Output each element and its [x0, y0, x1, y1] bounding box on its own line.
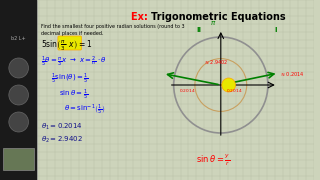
Text: $0.2014$: $0.2014$ [226, 87, 243, 94]
Text: $\sin\theta = \frac{y}{r}$: $\sin\theta = \frac{y}{r}$ [196, 152, 231, 168]
Text: $\theta_1 = 0.2014$: $\theta_1 = 0.2014$ [41, 122, 83, 132]
Text: Find the smallest four positive radian solutions (round to 3: Find the smallest four positive radian s… [41, 24, 185, 29]
Circle shape [9, 112, 28, 132]
FancyBboxPatch shape [58, 36, 82, 50]
Text: $\theta_2 = 2.9402$: $\theta_2 = 2.9402$ [41, 135, 83, 145]
Text: Trigonometric Equations: Trigonometric Equations [151, 12, 286, 22]
Text: decimal places if needed.: decimal places if needed. [41, 31, 104, 36]
Text: $\pi$: $\pi$ [210, 19, 216, 27]
Circle shape [222, 78, 236, 92]
Text: $5\sin\!\left(\frac{\pi}{3}\!\cdot x\right) = 1$: $5\sin\!\left(\frac{\pi}{3}\!\cdot x\rig… [41, 38, 92, 53]
Bar [3, 148, 34, 170]
Circle shape [9, 85, 28, 105]
Text: $\frac{1}{5}\theta = \frac{\pi}{3}x\ \rightarrow\ x = \frac{2}{\pi}\cdot\theta$: $\frac{1}{5}\theta = \frac{\pi}{3}x\ \ri… [41, 55, 107, 69]
Text: I: I [275, 27, 277, 33]
Text: $\approx 2.9402$: $\approx 2.9402$ [204, 58, 228, 66]
Text: $\sin\theta = \frac{1}{5}$: $\sin\theta = \frac{1}{5}$ [59, 88, 88, 102]
Text: Ex:: Ex: [131, 12, 151, 22]
Bar [0, 0, 37, 180]
Text: $0.2014$: $0.2014$ [179, 87, 196, 94]
Text: $\theta = \sin^{-1}\!\left(\frac{1}{5}\right)$: $\theta = \sin^{-1}\!\left(\frac{1}{5}\r… [64, 103, 105, 117]
Text: $\frac{1}{5}\sin(\theta) = \frac{1}{5}$: $\frac{1}{5}\sin(\theta) = \frac{1}{5}$ [51, 72, 89, 86]
Circle shape [9, 58, 28, 78]
Text: II: II [197, 27, 202, 33]
Text: b2 L+: b2 L+ [11, 35, 26, 40]
Text: $\approx 0.2014$: $\approx 0.2014$ [280, 70, 305, 78]
